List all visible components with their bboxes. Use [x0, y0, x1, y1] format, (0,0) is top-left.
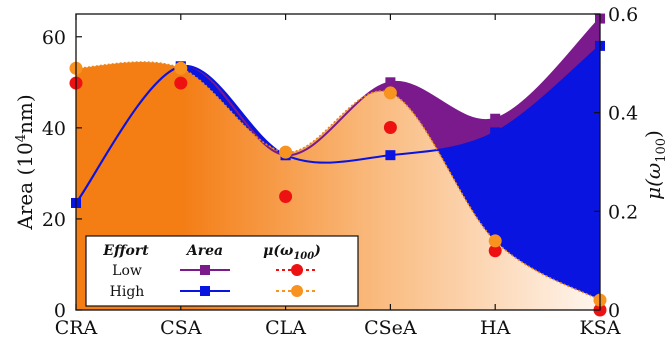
- legend-header-area: Area: [185, 243, 223, 259]
- legend-area-marker-high: [200, 286, 210, 296]
- legend-row-high: High: [110, 284, 145, 300]
- legend-header-mu: μ(ω100): [263, 243, 321, 262]
- marker-mu-low-4: [488, 244, 502, 258]
- legend-area-marker-low: [200, 265, 210, 275]
- y-left-tick-label: 40: [42, 118, 66, 140]
- plot-frame: [75, 13, 601, 311]
- x-tick-label-csa: CSA: [160, 317, 202, 339]
- y-right-axis-label: μ(ω100): [641, 130, 669, 200]
- x-tick-label-cla: CLA: [265, 317, 306, 339]
- y-right-tick-label: 0.2: [608, 201, 638, 223]
- y-left-tick-label: 20: [42, 209, 66, 231]
- legend-header-effort: Effort: [102, 243, 149, 259]
- marker-mu-high-2: [279, 145, 293, 159]
- legend-swatches: [180, 264, 318, 297]
- marker-mu-low-2: [279, 190, 293, 204]
- marker-mu-low-3: [383, 120, 397, 134]
- x-tick-label-cra: CRA: [55, 317, 98, 339]
- marker-area-low-3: [385, 77, 396, 88]
- line-area-high: [75, 45, 601, 204]
- marker-area-low-4: [490, 113, 501, 124]
- marker-area-high-3: [385, 150, 396, 161]
- y-right-tick-label: 0: [608, 300, 620, 322]
- marker-mu-high-4: [488, 234, 502, 248]
- y-right-tick-label: 0.4: [608, 103, 638, 125]
- marker-mu-high-3: [383, 86, 397, 100]
- legend-mu-marker-low: [291, 264, 303, 276]
- marker-mu-high-1: [174, 61, 188, 75]
- marker-mu-low-1: [174, 76, 188, 90]
- x-tick-label-csea: CSeA: [364, 317, 417, 339]
- legend-row-low: Low: [112, 263, 142, 279]
- y-left-tick-label: 60: [42, 27, 66, 49]
- x-tick-label-ha: HA: [480, 317, 511, 339]
- marker-area-high-4: [490, 127, 501, 138]
- y-left-axis-label: Area (104nm): [13, 94, 37, 230]
- y-right-tick-label: 0.6: [608, 4, 638, 26]
- legend-mu-marker-high: [291, 285, 303, 297]
- y-left-tick-label: 0: [54, 300, 66, 322]
- x-tick-label-ksa: KSA: [580, 317, 621, 339]
- legend: Effort Area μ(ω100) Low High: [85, 235, 359, 307]
